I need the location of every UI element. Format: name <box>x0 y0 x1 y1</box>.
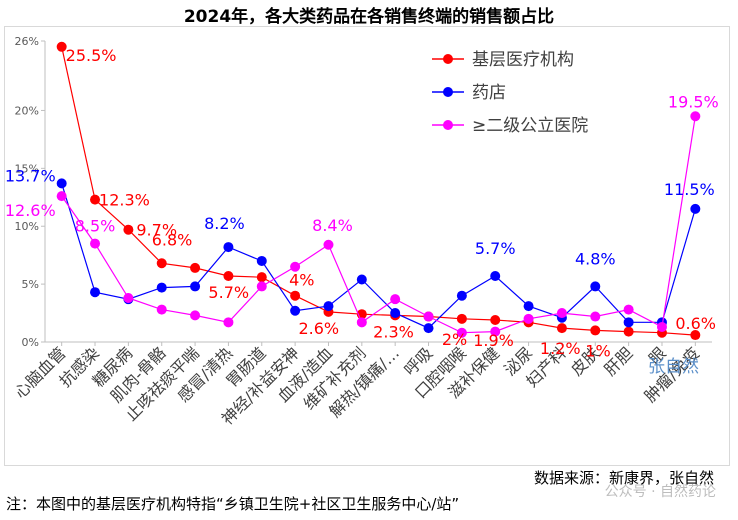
data-label: 6.8% <box>152 230 193 249</box>
legend-label: 药店 <box>472 83 506 103</box>
data-point <box>456 313 467 324</box>
y-tick-label: 0% <box>22 336 39 349</box>
data-point <box>590 311 601 322</box>
legend-label: 基层医疗机构 <box>472 50 574 70</box>
data-label: 12.6% <box>5 201 56 220</box>
data-point <box>156 258 167 269</box>
data-point <box>490 271 501 282</box>
data-point <box>256 272 267 283</box>
data-point <box>90 194 101 205</box>
data-point <box>190 262 201 273</box>
data-point <box>556 308 567 319</box>
data-point <box>523 313 534 324</box>
chart-frame <box>4 26 730 466</box>
data-point <box>623 317 634 328</box>
data-point <box>690 111 701 122</box>
y-tick-label: 5% <box>22 278 39 291</box>
data-point <box>90 287 101 298</box>
data-point <box>356 274 367 285</box>
data-label: 2% <box>442 330 467 349</box>
data-point <box>90 238 101 249</box>
chart-title: 2024年，各大类药品在各销售终端的销售额占比 <box>183 7 555 27</box>
data-label: 8.4% <box>312 216 353 235</box>
data-point <box>223 271 234 282</box>
data-label: 1.2% <box>540 339 581 358</box>
data-point <box>456 290 467 301</box>
series-line-1 <box>61 183 696 329</box>
data-point <box>290 261 301 272</box>
data-point <box>423 311 434 322</box>
data-point <box>690 330 701 341</box>
data-label: 0.6% <box>675 314 716 333</box>
y-tick-label: 26% <box>15 35 39 48</box>
data-point <box>156 304 167 315</box>
data-label: 4% <box>289 271 314 290</box>
series-line-2 <box>61 116 696 334</box>
data-point <box>290 290 301 301</box>
data-point <box>423 323 434 334</box>
data-label: 2.6% <box>298 319 339 338</box>
data-point <box>690 203 701 214</box>
data-point <box>490 326 501 337</box>
data-label: 8.2% <box>204 214 245 233</box>
footnote: 注：本图中的基层医疗机构特指“乡镇卫生院+社区卫生服务中心/站” <box>6 495 460 513</box>
data-point <box>123 224 134 235</box>
legend-marker <box>443 54 453 64</box>
data-point <box>390 294 401 305</box>
data-point <box>323 239 334 250</box>
data-point <box>656 321 667 332</box>
data-point <box>123 293 134 304</box>
data-point <box>623 326 634 337</box>
data-point <box>190 310 201 321</box>
data-point <box>590 281 601 292</box>
data-point <box>56 191 67 202</box>
y-tick-label: 20% <box>15 104 39 117</box>
data-label: 12.3% <box>99 191 150 210</box>
data-point <box>590 325 601 336</box>
data-label: 1.9% <box>473 331 514 350</box>
data-point <box>356 317 367 328</box>
data-point <box>223 317 234 328</box>
data-label: 19.5% <box>668 92 719 111</box>
legend-marker <box>443 87 453 97</box>
plot-watermark: 张自然 <box>648 357 699 377</box>
data-label: 13.7% <box>5 166 56 185</box>
data-point <box>56 178 67 189</box>
data-label: 4.8% <box>575 249 616 268</box>
data-point <box>556 323 567 334</box>
data-point <box>323 301 334 312</box>
data-point <box>490 315 501 326</box>
data-point <box>390 308 401 319</box>
line-chart: 0%5%10%15%20%26%心脑血管抗感染糖尿病肌肉-骨骼止咳祛痰平喘感冒/… <box>5 35 719 429</box>
data-point <box>290 305 301 316</box>
watermark: 公众号 · 自然药论 <box>604 484 716 500</box>
legend-label: ≥二级公立医院 <box>472 116 588 136</box>
data-label: 11.5% <box>664 180 715 199</box>
data-label: 9.7% <box>136 221 177 240</box>
data-label: 5.7% <box>208 283 249 302</box>
y-tick-label: 10% <box>15 220 39 233</box>
data-point <box>523 301 534 312</box>
data-point <box>56 41 67 52</box>
legend-marker <box>443 120 453 130</box>
data-point <box>256 255 267 266</box>
series-line-0 <box>61 46 696 336</box>
data-label: 5.7% <box>475 239 516 258</box>
data-label: 25.5% <box>66 46 117 65</box>
data-point <box>256 281 267 292</box>
data-point <box>623 304 634 315</box>
data-point <box>156 282 167 293</box>
data-source: 数据来源：新康界，张自然 <box>533 469 714 487</box>
y-tick-label: 15% <box>15 162 39 175</box>
data-point <box>190 281 201 292</box>
data-point <box>456 327 467 338</box>
data-point <box>223 242 234 253</box>
data-label: 2.3% <box>373 322 414 341</box>
data-label: 1% <box>585 341 610 360</box>
data-label: 8.5% <box>75 217 116 236</box>
